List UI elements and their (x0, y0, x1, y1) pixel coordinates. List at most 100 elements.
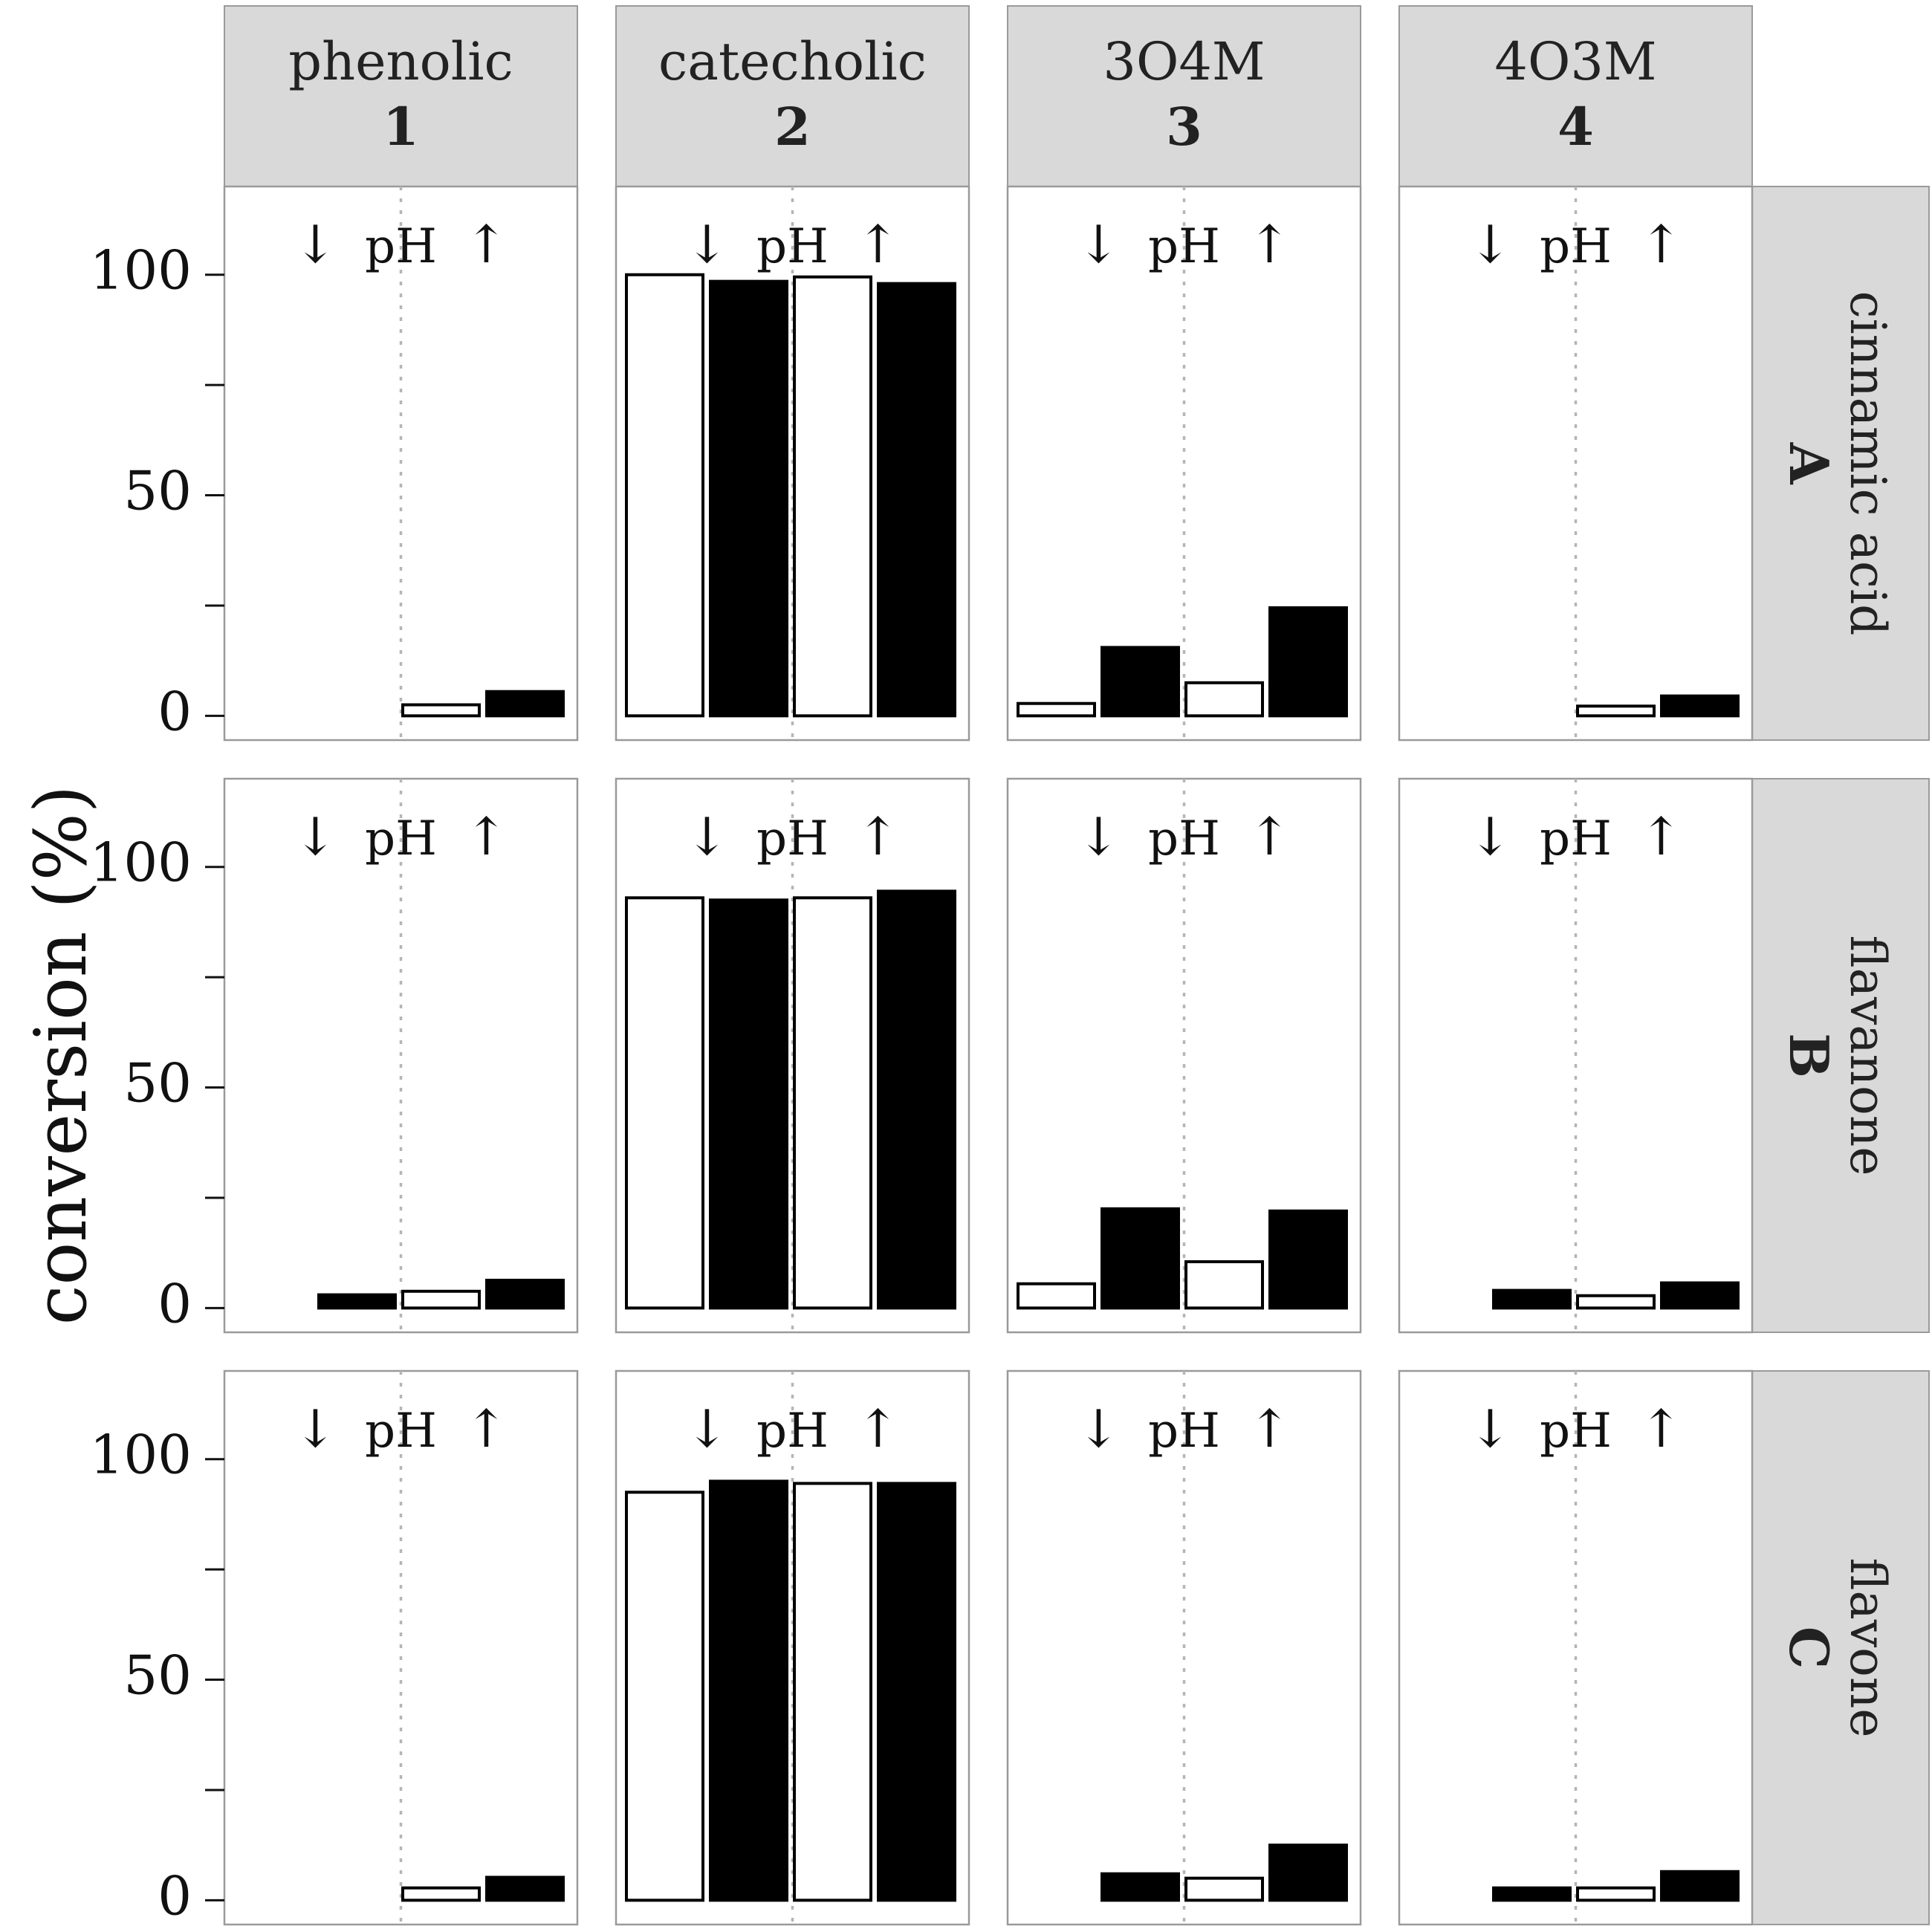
y-tick-label: 50 (123, 1052, 192, 1115)
row-strip-background (1751, 1370, 1930, 1925)
column-strip-number: 3 (1166, 96, 1202, 158)
bar (877, 282, 956, 718)
bar (401, 703, 481, 718)
column-strip-number: 1 (383, 96, 419, 158)
column-strip-name: phenolic (288, 31, 513, 92)
ph-label: pH (756, 1404, 829, 1459)
bar (1184, 681, 1264, 718)
ph-up-arrow: ↑ (1639, 214, 1683, 275)
y-axes: 0 50 100 0 50 100 0 50 100 (90, 239, 224, 1926)
ph-label: pH (365, 1404, 437, 1459)
ph-label: pH (1148, 219, 1220, 274)
ph-down-arrow: ↓ (685, 1398, 729, 1459)
bar (317, 1293, 397, 1310)
ph-up-arrow: ↑ (856, 214, 900, 275)
ph-label: pH (756, 219, 829, 274)
bar (1660, 694, 1740, 718)
y-axis: 0 50 100 (90, 1424, 224, 1926)
bar (1100, 646, 1180, 718)
column-strip-name: catecholic (658, 31, 927, 92)
ph-label: pH (365, 811, 437, 866)
bar (625, 1491, 704, 1902)
row-strip-letter: C (1777, 1627, 1841, 1669)
bar (877, 1482, 956, 1902)
ph-up-arrow: ↑ (1248, 214, 1291, 275)
bar (709, 898, 788, 1310)
ph-down-arrow: ↓ (685, 806, 729, 867)
column-strip-name: 3O4M (1103, 31, 1265, 92)
column-strip-background (615, 5, 970, 187)
ph-label: pH (365, 219, 437, 274)
bar (1017, 701, 1096, 718)
ph-up-arrow: ↑ (464, 1398, 508, 1459)
bar (1492, 1886, 1572, 1902)
bar (1017, 1282, 1096, 1310)
y-tick-label: 0 (158, 1864, 192, 1926)
panel: ↓ pH ↑ (1398, 1369, 1754, 1926)
bar (485, 1278, 565, 1310)
y-tick-label: 0 (158, 1272, 192, 1335)
panel: ↓ pH ↑ (1006, 777, 1362, 1334)
bar (1660, 1870, 1740, 1902)
panel: ↓ pH ↑ (1398, 777, 1754, 1334)
bar (485, 690, 565, 718)
bar (709, 1479, 788, 1902)
bar (1576, 1294, 1656, 1310)
bar (793, 275, 872, 718)
bar (401, 1886, 481, 1902)
chart-panels: ↓ pH ↑ ↓ pH ↑ ↓ pH ↑ ↓ pH ↑ ↓ pH ↑ ↓ pH ↑ ↓ pH ↑ ↓ pH ↑ ↓ pH ↑ ↓ pH ↑… (223, 185, 1754, 1926)
ph-up-arrow: ↑ (1248, 1398, 1291, 1459)
ph-up-arrow: ↑ (464, 806, 508, 867)
bar (709, 279, 788, 718)
ph-up-arrow: ↑ (856, 1398, 900, 1459)
bar (1492, 1288, 1572, 1310)
panel: ↓ pH ↑ (615, 777, 970, 1334)
ph-label: pH (1148, 811, 1220, 866)
ph-down-arrow: ↓ (1468, 806, 1512, 867)
ph-label: pH (1540, 219, 1612, 274)
panel: ↓ pH ↑ (1006, 185, 1362, 742)
ph-down-arrow: ↓ (294, 1398, 337, 1459)
panel: ↓ pH ↑ (615, 185, 970, 742)
ph-label: pH (756, 811, 829, 866)
bar (1576, 1886, 1656, 1902)
column-strip-name: 4O3M (1494, 31, 1656, 92)
ph-down-arrow: ↓ (1077, 214, 1121, 275)
bar (1100, 1207, 1180, 1310)
y-tick-label: 50 (123, 460, 192, 522)
ph-up-arrow: ↑ (1639, 1398, 1683, 1459)
panel: ↓ pH ↑ (223, 185, 579, 742)
row-strip-letter: A (1777, 442, 1841, 485)
panel: ↓ pH ↑ (615, 1369, 970, 1926)
ph-up-arrow: ↑ (1248, 806, 1291, 867)
y-tick-label: 100 (90, 239, 192, 302)
column-strip-background (224, 5, 578, 187)
panel: ↓ pH ↑ (223, 777, 579, 1334)
row-strip-name: flavanone (1839, 936, 1896, 1176)
column-strip-number: 2 (774, 96, 811, 158)
ph-down-arrow: ↓ (294, 806, 337, 867)
column-strip-background (1398, 5, 1753, 187)
bar (401, 1289, 481, 1310)
y-tick-label: 100 (90, 1424, 192, 1486)
ph-down-arrow: ↓ (685, 214, 729, 275)
row-strip-background (1751, 186, 1930, 741)
ph-down-arrow: ↓ (1077, 806, 1121, 867)
y-tick-label: 0 (158, 680, 192, 742)
ph-up-arrow: ↑ (856, 806, 900, 867)
bar (793, 1482, 872, 1902)
ph-down-arrow: ↓ (1077, 1398, 1121, 1459)
bar (1184, 1876, 1264, 1902)
y-tick-label: 100 (90, 831, 192, 894)
y-axis: 0 50 100 (90, 831, 224, 1335)
bar (1268, 1209, 1348, 1310)
ph-down-arrow: ↓ (1468, 214, 1512, 275)
bar (1660, 1281, 1740, 1310)
